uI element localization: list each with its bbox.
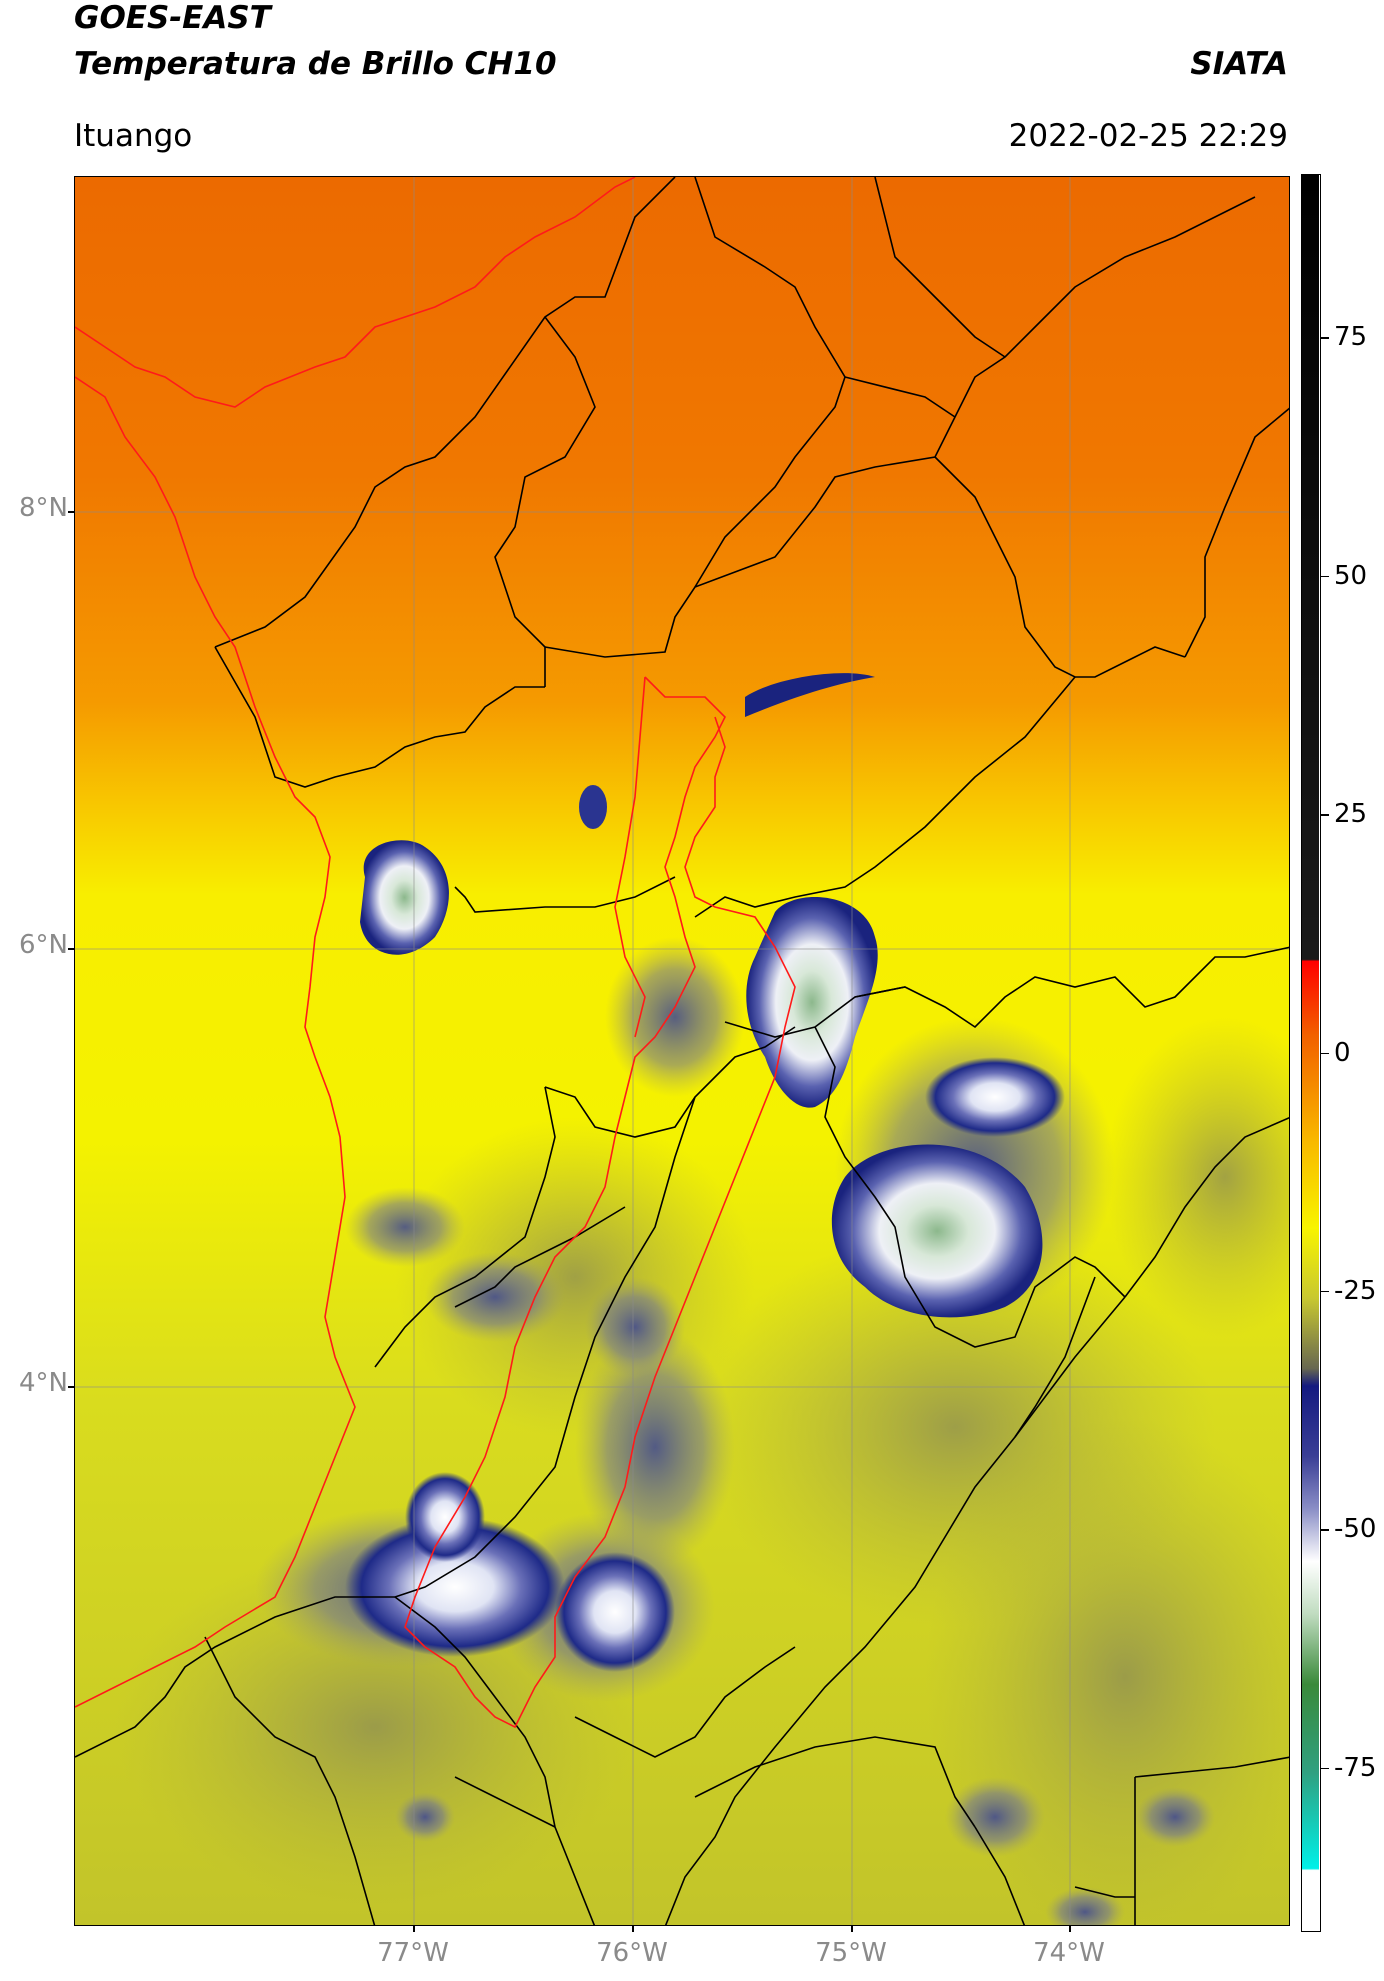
lon-tick-77: [413, 1926, 415, 1932]
title-satellite: GOES-EAST: [74, 0, 271, 36]
colorbar-tick-label: -75: [1334, 1752, 1377, 1783]
colorbar-tick-mark: [1321, 1290, 1329, 1293]
colorbar-tick-label: 25: [1334, 799, 1368, 830]
lon-tick-76: [632, 1926, 634, 1932]
datetime-label: 2022-02-25 22:29: [1008, 118, 1288, 154]
colorbar-tick-label: 75: [1334, 322, 1368, 353]
lon-label-76: 76°W: [596, 1938, 668, 1968]
colorbar-tick-label: 0: [1334, 1037, 1351, 1068]
colorbar-gradient: [1302, 175, 1319, 1930]
colorbar-tick-label: -50: [1334, 1514, 1377, 1545]
colorbar-tick-label: -25: [1334, 1275, 1377, 1306]
lat-tick-4: [68, 1386, 74, 1388]
convective-cells: [345, 673, 1065, 1672]
lon-tick-74: [1069, 1926, 1071, 1932]
colorbar-tick-label: 50: [1334, 560, 1368, 591]
lon-tick-75: [851, 1926, 853, 1932]
colorbar-tick-mark: [1321, 1529, 1329, 1531]
colorbar-tick-mark: [1321, 1052, 1329, 1054]
brightness-temperature-map[interactable]: [74, 176, 1290, 1926]
colorbar-tick-mark: [1321, 337, 1329, 339]
title-product: Temperatura de Brillo CH10: [74, 46, 557, 82]
lon-label-75: 75°W: [815, 1938, 887, 1968]
colorbar: [1301, 174, 1321, 1932]
location-label: Ituango: [74, 118, 193, 154]
lat-tick-8: [68, 511, 74, 513]
colorbar-tick-mark: [1321, 1767, 1329, 1770]
lon-label-74: 74°W: [1033, 1938, 1105, 1968]
graticule: [75, 177, 1289, 1925]
map-canvas: [75, 177, 1289, 1925]
organization-label: SIATA: [1190, 46, 1288, 82]
lat-label-6: 6°N: [19, 930, 68, 960]
lon-label-77: 77°W: [377, 1938, 449, 1968]
lat-label-8: 8°N: [19, 493, 68, 523]
lat-tick-6: [68, 948, 74, 950]
colorbar-tick-mark: [1321, 575, 1329, 578]
colorbar-tick-mark: [1321, 814, 1329, 816]
department-borders: [75, 177, 1289, 1925]
region-outline: [75, 177, 796, 1729]
lat-label-4: 4°N: [19, 1368, 68, 1398]
